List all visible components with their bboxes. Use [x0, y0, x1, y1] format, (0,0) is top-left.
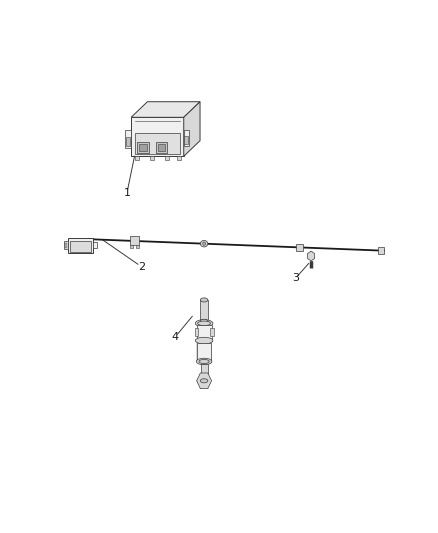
Ellipse shape — [196, 358, 212, 365]
Bar — [194, 328, 198, 336]
Bar — [165, 156, 169, 159]
Bar — [65, 243, 67, 248]
Ellipse shape — [195, 337, 213, 344]
Text: 1: 1 — [124, 188, 131, 198]
Ellipse shape — [200, 298, 208, 302]
Bar — [134, 156, 138, 159]
Bar — [210, 328, 214, 336]
Bar — [135, 133, 180, 154]
Bar — [296, 244, 303, 251]
Bar — [130, 237, 139, 246]
Polygon shape — [131, 117, 184, 156]
Bar — [184, 136, 188, 144]
Polygon shape — [184, 102, 200, 156]
Bar — [201, 364, 208, 374]
Bar — [93, 243, 97, 248]
Ellipse shape — [200, 319, 208, 324]
Text: 4: 4 — [172, 332, 179, 342]
Ellipse shape — [199, 359, 209, 364]
Bar — [177, 156, 181, 159]
Bar — [125, 130, 131, 148]
Bar — [130, 246, 133, 247]
Text: 3: 3 — [292, 273, 299, 283]
Bar — [68, 238, 93, 253]
Text: 2: 2 — [138, 262, 145, 272]
Bar — [64, 241, 68, 249]
Ellipse shape — [195, 320, 213, 327]
Ellipse shape — [200, 240, 208, 247]
Bar — [197, 325, 212, 341]
Bar — [378, 247, 384, 254]
Bar — [158, 144, 166, 151]
Bar — [139, 144, 147, 151]
Bar — [197, 343, 211, 361]
Bar — [200, 300, 208, 321]
Bar — [184, 131, 189, 146]
Bar — [150, 156, 154, 159]
Bar — [137, 142, 149, 153]
Ellipse shape — [203, 242, 205, 245]
Bar — [155, 142, 167, 153]
Bar — [127, 136, 130, 146]
Ellipse shape — [200, 379, 208, 383]
Polygon shape — [131, 102, 200, 117]
Bar — [136, 246, 139, 247]
Bar — [71, 241, 91, 252]
Ellipse shape — [198, 321, 211, 326]
